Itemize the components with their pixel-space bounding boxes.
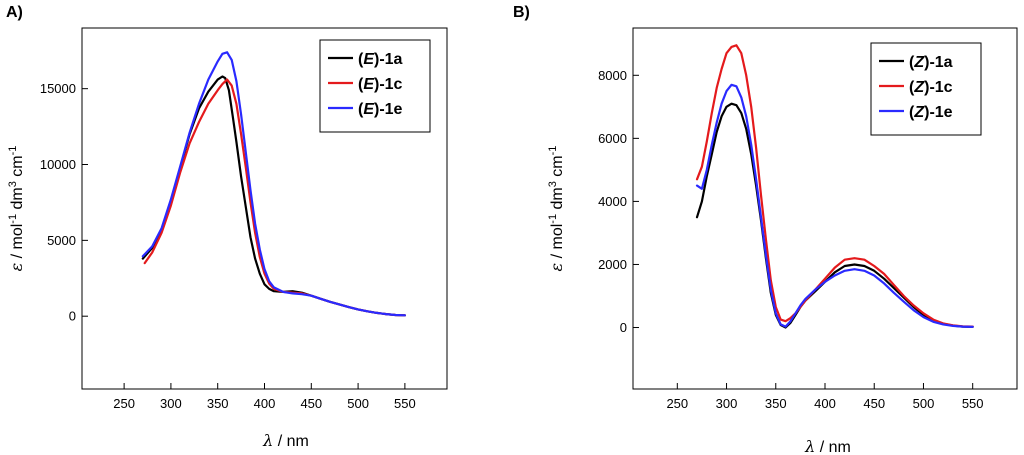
legend-entry: (Z)-1c <box>909 79 953 96</box>
legend: (Z)-1a (Z)-1c (Z)-1e <box>870 42 982 136</box>
x-tick-label: 500 <box>913 396 935 411</box>
x-tick-label: 300 <box>716 396 738 411</box>
y-tick-label: 0 <box>620 320 627 335</box>
y-tick-label: 8000 <box>598 68 627 83</box>
x-tick-label: 450 <box>863 396 885 411</box>
x-tick-label: 350 <box>207 396 229 411</box>
legend-entry: (Z)-1a <box>909 54 953 71</box>
y-tick-label: 5000 <box>47 233 76 248</box>
legend-box <box>319 39 431 133</box>
legend-entry: (E)-1c <box>358 76 403 93</box>
y-axis-title: ε / mol-1 dm3 cm-1 <box>547 146 566 272</box>
series-line-z1a <box>695 102 974 329</box>
series-line-e1e <box>141 51 406 317</box>
series-line-z1e <box>695 83 974 328</box>
x-tick-label: 500 <box>347 396 369 411</box>
y-tick-label: 6000 <box>598 131 627 146</box>
x-tick-label: 550 <box>962 396 984 411</box>
panel-label: B) <box>513 4 530 21</box>
x-tick-label: 400 <box>254 396 276 411</box>
y-tick-label: 15000 <box>40 81 76 96</box>
x-axis-title: λ / nm <box>804 437 851 455</box>
x-tick-label: 400 <box>814 396 836 411</box>
y-tick-label: 4000 <box>598 194 627 209</box>
panel-a: A) 250 300 350 400 450 500 550 0 5000 10000 15000 λ … <box>6 4 448 450</box>
y-tick-label: 2000 <box>598 257 627 272</box>
panel-b: B) 250 300 350 400 450 500 550 0 2000 4000 6000 8000… <box>513 4 1018 455</box>
legend-entry: (Z)-1e <box>909 104 953 121</box>
legend-entry: (E)-1e <box>358 101 403 118</box>
x-tick-label: 450 <box>300 396 322 411</box>
panel-label: A) <box>6 4 23 21</box>
legend-box <box>870 42 982 136</box>
legend: (E)-1a (E)-1c (E)-1e <box>319 39 431 133</box>
x-tick-label: 250 <box>113 396 135 411</box>
x-axis-title: λ / nm <box>262 431 309 450</box>
y-tick-label: 0 <box>69 309 76 324</box>
y-axis-title: ε / mol-1 dm3 cm-1 <box>7 146 26 272</box>
x-tick-label: 300 <box>160 396 182 411</box>
legend-entry: (E)-1a <box>358 51 403 68</box>
x-tick-label: 250 <box>666 396 688 411</box>
x-tick-label: 350 <box>765 396 787 411</box>
x-tick-label: 550 <box>394 396 416 411</box>
y-tick-label: 10000 <box>40 157 76 172</box>
